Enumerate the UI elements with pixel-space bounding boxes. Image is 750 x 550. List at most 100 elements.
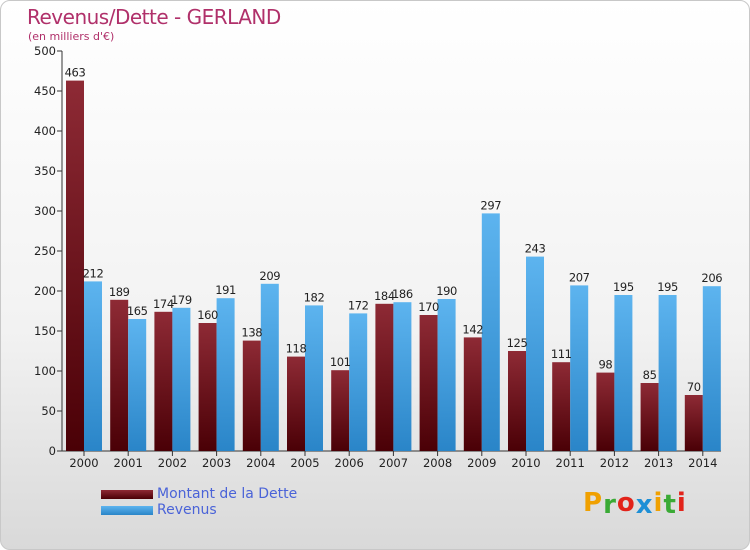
x-tick-label: 2013	[644, 456, 673, 470]
legend-item-revenus: Revenus	[101, 502, 361, 519]
data-label-revenus: 179	[171, 293, 192, 307]
data-label-revenus: 206	[701, 271, 722, 285]
bar-revenus	[260, 283, 279, 451]
y-tick-label: 250	[34, 244, 56, 258]
x-tick-label: 2005	[290, 456, 319, 470]
bar-dette	[242, 340, 261, 451]
bar-revenus	[305, 305, 323, 451]
bar-dette	[375, 303, 394, 451]
bar-dette	[596, 372, 615, 451]
bar-dette	[463, 337, 482, 451]
data-label-dette: 70	[687, 380, 701, 394]
x-tick-label: 2001	[114, 456, 143, 470]
bar-dette	[508, 351, 526, 451]
logo-letter: x	[635, 490, 654, 520]
bar-revenus	[84, 281, 102, 451]
data-label-revenus: 190	[436, 284, 457, 298]
logo-letter: i	[653, 488, 664, 518]
bar-dette	[419, 315, 438, 451]
chart-subtitle: (en milliers d'€)	[28, 30, 115, 43]
y-tick-label: 350	[34, 164, 56, 178]
bar-revenus	[614, 295, 633, 451]
y-tick-label: 450	[34, 84, 56, 98]
bar-dette	[110, 299, 129, 451]
bar-dette	[331, 370, 350, 451]
bar-revenus	[349, 313, 368, 451]
data-label-dette: 98	[598, 358, 612, 372]
x-tick-label: 2009	[467, 456, 496, 470]
y-tick-label: 300	[34, 204, 56, 218]
y-tick-label: 400	[34, 124, 56, 138]
y-tick-label: 150	[34, 324, 56, 338]
bar-revenus	[128, 319, 147, 451]
data-label-revenus: 165	[127, 304, 148, 318]
data-label-dette: 111	[551, 347, 572, 361]
data-label-dette: 125	[507, 336, 528, 350]
x-tick-label: 2004	[246, 456, 275, 470]
data-label-revenus: 212	[83, 266, 104, 280]
x-tick-label: 2008	[423, 456, 452, 470]
x-tick-label: 2000	[69, 456, 98, 470]
y-tick-label: 0	[49, 444, 56, 458]
data-label-dette: 85	[643, 368, 657, 382]
bar-revenus	[393, 302, 412, 451]
data-label-revenus: 182	[304, 290, 325, 304]
bar-dette	[287, 356, 305, 451]
data-label-dette: 160	[197, 308, 218, 322]
legend-swatch-dette	[101, 490, 153, 499]
x-tick-label: 2006	[335, 456, 364, 470]
data-label-dette: 174	[153, 297, 174, 311]
x-tick-label: 2007	[379, 456, 408, 470]
y-tick-label: 200	[34, 284, 56, 298]
x-tick-label: 2003	[202, 456, 231, 470]
bar-dette	[154, 311, 173, 451]
data-label-dette: 170	[418, 300, 439, 314]
x-tick-label: 2010	[511, 456, 540, 470]
x-tick-label: 2012	[600, 456, 629, 470]
bar-revenus	[172, 307, 191, 451]
x-tick-label: 2011	[556, 456, 585, 470]
legend-label-revenus: Revenus	[157, 502, 217, 518]
data-label-dette: 184	[374, 289, 395, 303]
data-label-dette: 142	[462, 322, 483, 336]
bar-revenus	[570, 285, 589, 451]
bar-revenus	[658, 295, 677, 451]
data-label-revenus: 243	[525, 242, 546, 256]
data-label-revenus: 186	[392, 287, 413, 301]
logo-letter: r	[603, 490, 617, 520]
x-tick-label: 2014	[688, 456, 717, 470]
y-tick-label: 500	[34, 44, 56, 58]
data-label-revenus: 195	[657, 280, 678, 294]
axes: 0 50 100 150 200 250 300 350 400 450 500 2000 2001 20…	[34, 44, 721, 470]
data-label-revenus: 207	[569, 270, 590, 284]
y-tick-label: 50	[41, 404, 56, 418]
bar-revenus	[481, 213, 500, 451]
legend-label-dette: Montant de la Dette	[157, 486, 298, 502]
legend: Montant de la Dette Revenus	[101, 486, 361, 519]
data-label-revenus: 209	[259, 269, 280, 283]
data-label-revenus: 191	[215, 283, 236, 297]
bar-dette	[66, 80, 84, 451]
data-label-dette: 189	[109, 285, 130, 299]
data-label-dette: 118	[286, 342, 307, 356]
bar-revenus	[216, 298, 235, 451]
bar-dette	[684, 395, 703, 451]
bar-dette	[552, 362, 571, 451]
y-tick-label: 100	[34, 364, 56, 378]
data-label-dette: 138	[241, 326, 262, 340]
data-label-revenus: 172	[348, 298, 369, 312]
logo-letter: t	[663, 490, 677, 520]
logo-letter: o	[616, 488, 636, 518]
proxiti-logo: Proxiti	[583, 488, 687, 520]
logo-letter: i	[676, 488, 687, 518]
data-label-dette: 101	[330, 355, 351, 369]
legend-item-dette: Montant de la Dette	[101, 486, 361, 503]
data-label-revenus: 195	[613, 280, 634, 294]
chart-title: Revenus/Dette - GERLAND	[27, 5, 281, 29]
logo-letter: P	[583, 488, 604, 518]
bar-dette	[198, 323, 217, 451]
data-label-dette: 463	[65, 66, 86, 80]
